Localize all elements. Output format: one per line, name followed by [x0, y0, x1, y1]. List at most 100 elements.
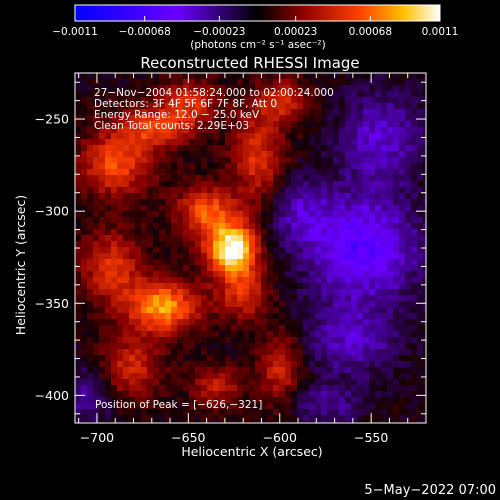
heatmap-cell: [207, 349, 214, 356]
heatmap-cell: [315, 409, 322, 416]
heatmap-cell: [135, 151, 142, 158]
heatmap-cell: [321, 229, 328, 236]
heatmap-cell: [381, 373, 388, 380]
heatmap-cell: [189, 151, 196, 158]
heatmap-cell: [123, 79, 130, 86]
heatmap-cell: [315, 109, 322, 116]
heatmap-cell: [381, 145, 388, 152]
heatmap-cell: [333, 385, 340, 392]
heatmap-cell: [417, 229, 424, 236]
heatmap-cell: [177, 175, 184, 182]
heatmap-cell: [249, 259, 256, 266]
heatmap-cell: [213, 397, 220, 404]
heatmap-cell: [405, 181, 412, 188]
heatmap-cell: [147, 193, 154, 200]
heatmap-cell: [405, 223, 412, 230]
heatmap-cell: [153, 253, 160, 260]
heatmap-cell: [123, 373, 130, 380]
heatmap-cell: [165, 163, 172, 170]
heatmap-cell: [303, 145, 310, 152]
heatmap-cell: [213, 151, 220, 158]
heatmap-cell: [363, 307, 370, 314]
heatmap-cell: [387, 343, 394, 350]
heatmap-cell: [189, 415, 196, 422]
heatmap-cell: [165, 181, 172, 188]
heatmap-cell: [267, 319, 274, 326]
heatmap-cell: [183, 307, 190, 314]
heatmap-cell: [303, 253, 310, 260]
heatmap-cell: [297, 295, 304, 302]
heatmap-cell: [273, 145, 280, 152]
heatmap-cell: [147, 79, 154, 86]
heatmap-cell: [297, 283, 304, 290]
heatmap-cell: [249, 79, 256, 86]
heatmap-cell: [189, 223, 196, 230]
heatmap-cell: [177, 79, 184, 86]
heatmap-cell: [297, 373, 304, 380]
heatmap-cell: [213, 271, 220, 278]
heatmap-cell: [309, 151, 316, 158]
heatmap-cell: [189, 133, 196, 140]
heatmap-cell: [177, 397, 184, 404]
heatmap-cell: [423, 91, 426, 98]
heatmap-cell: [93, 97, 100, 104]
heatmap-cell: [393, 253, 400, 260]
heatmap-cell: [141, 193, 148, 200]
heatmap-cell: [219, 175, 226, 182]
heatmap-cell: [117, 109, 124, 116]
heatmap-cell: [393, 205, 400, 212]
heatmap-cell: [333, 247, 340, 254]
heatmap-cell: [291, 289, 298, 296]
heatmap-cell: [249, 301, 256, 308]
heatmap-cell: [279, 235, 286, 242]
heatmap-cell: [237, 229, 244, 236]
heatmap-cell: [129, 163, 136, 170]
heatmap-cell: [195, 199, 202, 206]
heatmap-cell: [111, 187, 118, 194]
heatmap-cell: [87, 133, 94, 140]
heatmap-cell: [159, 205, 166, 212]
heatmap-cell: [183, 343, 190, 350]
heatmap-cell: [303, 421, 310, 423]
heatmap-cell: [159, 199, 166, 206]
heatmap-cell: [81, 241, 88, 248]
heatmap-cell: [153, 97, 160, 104]
heatmap-cell: [201, 163, 208, 170]
heatmap-cell: [417, 157, 424, 164]
heatmap-cell: [387, 121, 394, 128]
heatmap-cell: [393, 283, 400, 290]
heatmap-cell: [105, 403, 112, 410]
heatmap-cell: [309, 283, 316, 290]
heatmap-cell: [225, 187, 232, 194]
heatmap-cell: [171, 85, 178, 92]
heatmap-cell: [219, 247, 226, 254]
heatmap-cell: [279, 349, 286, 356]
heatmap-cell: [333, 343, 340, 350]
heatmap-cell: [393, 421, 400, 423]
heatmap-cell: [303, 259, 310, 266]
heatmap-cell: [165, 325, 172, 332]
heatmap-cell: [189, 319, 196, 326]
heatmap-cell: [387, 169, 394, 176]
heatmap-cell: [147, 253, 154, 260]
heatmap-cell: [405, 385, 412, 392]
heatmap-cell: [363, 283, 370, 290]
heatmap-cell: [135, 163, 142, 170]
heatmap-cell: [291, 241, 298, 248]
heatmap-cell: [159, 133, 166, 140]
heatmap-cell: [273, 325, 280, 332]
heatmap-cell: [291, 319, 298, 326]
heatmap-cell: [357, 253, 364, 260]
heatmap-cell: [381, 169, 388, 176]
heatmap-cell: [81, 157, 88, 164]
heatmap-cell: [351, 175, 358, 182]
heatmap-cell: [255, 133, 262, 140]
heatmap-cell: [315, 133, 322, 140]
heatmap-cell: [345, 91, 352, 98]
heatmap-cell: [405, 211, 412, 218]
heatmap-cell: [387, 313, 394, 320]
heatmap-cell: [327, 127, 334, 134]
heatmap-cell: [75, 205, 82, 212]
heatmap-cell: [141, 181, 148, 188]
heatmap-cell: [417, 115, 424, 122]
